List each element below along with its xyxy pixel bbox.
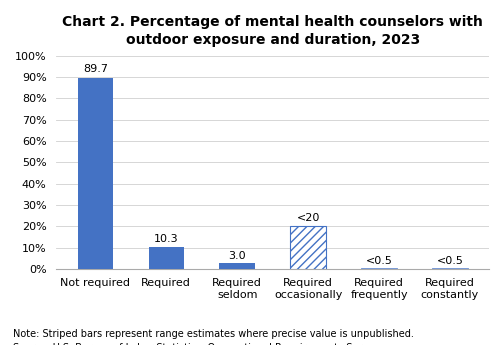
Text: <0.5: <0.5: [436, 256, 463, 266]
Title: Chart 2. Percentage of mental health counselors with
outdoor exposure and durati: Chart 2. Percentage of mental health cou…: [62, 15, 483, 47]
Text: Note: Striped bars represent range estimates where precise value is unpublished.: Note: Striped bars represent range estim…: [13, 329, 414, 345]
Bar: [361, 268, 397, 269]
Bar: [432, 268, 468, 269]
Bar: [290, 226, 326, 269]
Text: <0.5: <0.5: [365, 256, 393, 266]
Bar: [219, 263, 255, 269]
Text: 10.3: 10.3: [154, 234, 178, 244]
Bar: [78, 78, 113, 269]
Text: <20: <20: [296, 213, 320, 223]
Text: 89.7: 89.7: [83, 64, 108, 74]
Text: 3.0: 3.0: [228, 250, 246, 260]
Bar: [149, 247, 184, 269]
